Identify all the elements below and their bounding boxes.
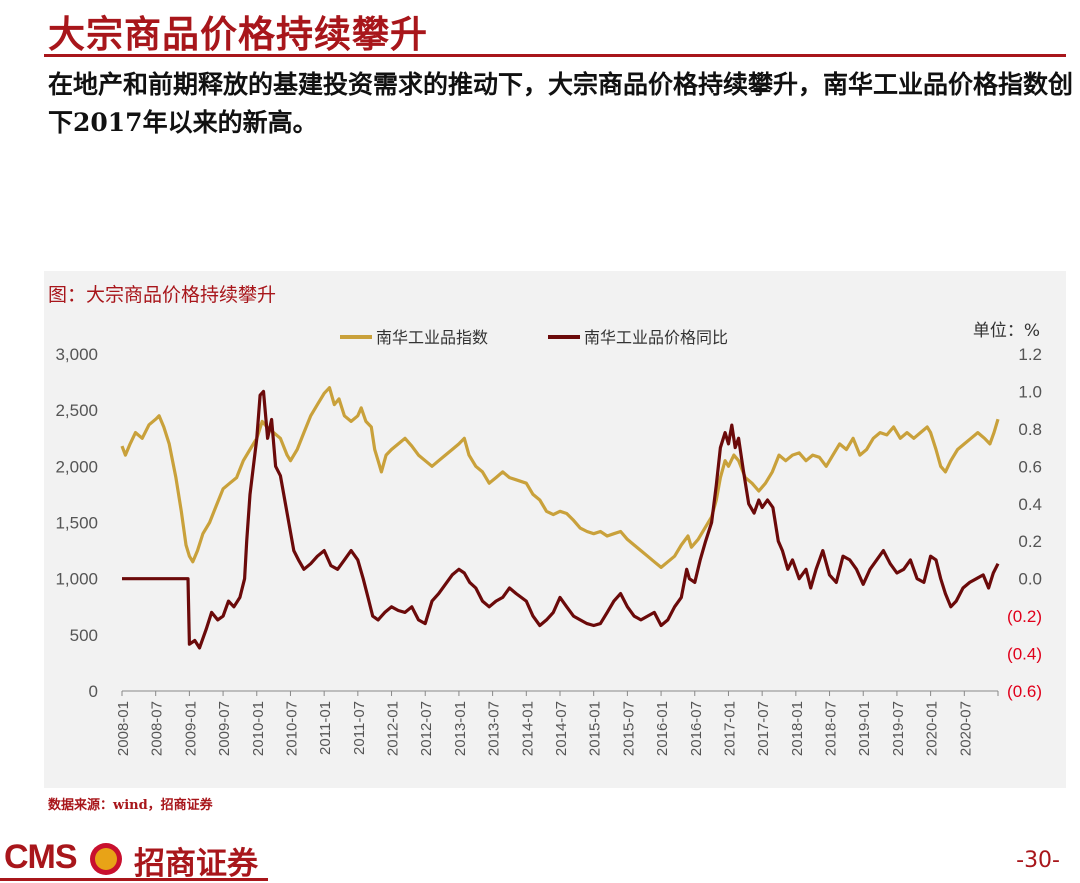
- x-tick-label: 2013-07: [486, 701, 503, 756]
- x-tick-label: 2011-07: [351, 701, 368, 755]
- y-right-tick-label: 0.6: [1018, 457, 1042, 476]
- legend-label: 南华工业品指数: [376, 328, 488, 347]
- x-tick-label: 2008-07: [149, 701, 166, 756]
- x-tick-label: 2013-01: [452, 701, 469, 756]
- y-right-tick-label: 0.0: [1018, 570, 1042, 589]
- x-tick-label: 2009-07: [216, 701, 233, 756]
- x-tick-label: 2018-01: [789, 701, 806, 756]
- y-right-tick-label: 0.4: [1018, 495, 1042, 514]
- x-tick-label: 2015-07: [620, 701, 637, 756]
- x-tick-label: 2009-01: [182, 701, 199, 756]
- y-right-tick-label: (0.2): [1007, 607, 1042, 626]
- x-tick-label: 2010-07: [283, 701, 300, 756]
- y-left-tick-label: 2,500: [55, 401, 98, 420]
- logo-rule: [0, 878, 268, 881]
- y-right-tick-label: (0.4): [1007, 645, 1042, 664]
- page-number: -30-: [1016, 848, 1060, 873]
- title-rule: [44, 54, 1066, 57]
- brand-logo-cn: 招商证券: [134, 846, 258, 882]
- x-tick-label: 2014-07: [553, 701, 570, 756]
- x-tick-label: 2011-01: [317, 701, 334, 755]
- x-tick-label: 2015-01: [587, 701, 604, 756]
- x-tick-label: 2020-07: [957, 701, 974, 756]
- series-line-yoy: [122, 389, 1000, 650]
- chart-panel: [44, 271, 1066, 788]
- y-left-tick-label: 1,500: [55, 514, 98, 533]
- x-tick-label: 2012-07: [418, 701, 435, 756]
- x-tick-label: 2019-01: [856, 701, 873, 756]
- x-tick-label: 2014-01: [519, 701, 536, 756]
- brand-logo-text: CMS: [4, 838, 78, 876]
- y-right-tick-label: 0.2: [1018, 532, 1042, 551]
- y-right-tick-label: 1.0: [1018, 382, 1042, 401]
- y-left-tick-label: 2,000: [55, 457, 98, 476]
- chart-title: 图：大宗商品价格持续攀升: [48, 284, 277, 306]
- x-tick-label: 2020-01: [924, 701, 941, 756]
- source-note: 数据来源：wind，招商证券: [48, 798, 213, 813]
- y-left-tick-label: 500: [70, 626, 98, 645]
- y-left-tick-label: 0: [89, 682, 98, 701]
- x-tick-label: 2010-01: [250, 701, 267, 756]
- y-left-tick-label: 1,000: [55, 570, 98, 589]
- x-tick-label: 2017-07: [755, 701, 772, 756]
- legend-label: 南华工业品价格同比: [584, 328, 728, 347]
- x-tick-label: 2012-01: [385, 701, 402, 756]
- y-right-tick-label: 1.2: [1018, 345, 1042, 364]
- unit-label: 单位：%: [973, 321, 1040, 341]
- brand-seal-icon: [90, 843, 122, 875]
- x-tick-label: 2017-01: [721, 701, 738, 756]
- x-tick-label: 2019-07: [890, 701, 907, 756]
- page-subtitle: 在地产和前期释放的基建投资需求的推动下，大宗商品价格持续攀升，南华工业品价格指数…: [48, 70, 1074, 137]
- y-left-tick-label: 3,000: [55, 345, 98, 364]
- page-title: 大宗商品价格持续攀升: [48, 12, 428, 56]
- x-tick-label: 2016-01: [654, 701, 671, 756]
- x-tick-label: 2016-07: [688, 701, 705, 756]
- x-tick-label: 2008-01: [115, 701, 132, 756]
- y-right-tick-label: (0.6): [1007, 682, 1042, 701]
- x-tick-label: 2018-07: [823, 701, 840, 756]
- y-right-tick-label: 0.8: [1018, 420, 1042, 439]
